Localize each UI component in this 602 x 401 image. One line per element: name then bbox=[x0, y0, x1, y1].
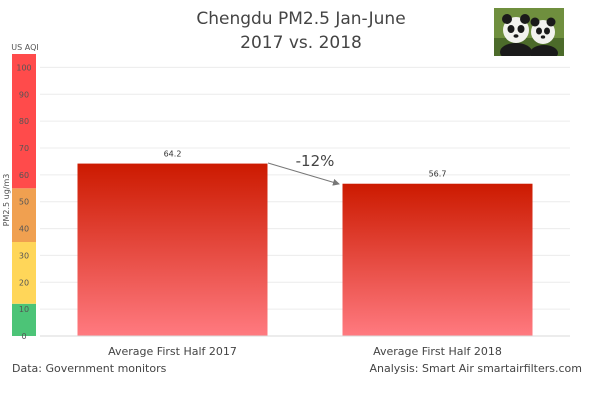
data-labels: 64.2 56.7 bbox=[164, 150, 447, 179]
x-axis-labels: Average First Half 2017 Average First Hal… bbox=[108, 345, 502, 358]
aqi-band-green bbox=[12, 303, 36, 336]
change-arrow bbox=[267, 162, 340, 186]
chart-subtitle: 2017 vs. 2018 bbox=[240, 33, 362, 53]
x-category-label: Average First Half 2017 bbox=[108, 345, 237, 358]
y-tick-label: 20 bbox=[19, 278, 29, 287]
chart-title: Chengdu PM2.5 Jan-June bbox=[196, 9, 406, 29]
aqi-band-orange bbox=[12, 188, 36, 242]
y-tick-label: 10 bbox=[19, 305, 29, 314]
y-tick-label: 60 bbox=[19, 171, 29, 180]
bar bbox=[342, 183, 533, 336]
aqi-band-red bbox=[12, 54, 36, 189]
analysis-credit: Analysis: Smart Air smartairfilters.com bbox=[369, 362, 582, 375]
panda-photo bbox=[494, 8, 564, 56]
aqi-color-scale bbox=[12, 54, 36, 336]
data-label: 56.7 bbox=[429, 170, 447, 179]
y-tick-label: 40 bbox=[19, 225, 29, 234]
bars bbox=[77, 163, 533, 336]
y-tick-label: 80 bbox=[19, 117, 29, 126]
data-source: Data: Government monitors bbox=[12, 362, 167, 375]
data-label: 64.2 bbox=[164, 150, 182, 159]
y-tick-label: 50 bbox=[19, 198, 29, 207]
y-tick-label: 0 bbox=[21, 332, 26, 341]
aqi-axis-label: US AQI bbox=[11, 43, 38, 52]
y-axis-ticks: 0 10 20 30 40 50 60 70 80 90 100 bbox=[16, 63, 31, 341]
change-annotation: -12% bbox=[296, 152, 335, 170]
x-category-label: Average First Half 2018 bbox=[373, 345, 502, 358]
y-tick-label: 30 bbox=[19, 251, 29, 260]
aqi-band-yellow bbox=[12, 242, 36, 304]
bar bbox=[77, 163, 268, 336]
y-tick-label: 90 bbox=[19, 90, 29, 99]
y-axis-label: PM2.5 ug/m3 bbox=[2, 174, 11, 227]
y-tick-label: 100 bbox=[16, 63, 31, 72]
y-tick-label: 70 bbox=[19, 144, 29, 153]
